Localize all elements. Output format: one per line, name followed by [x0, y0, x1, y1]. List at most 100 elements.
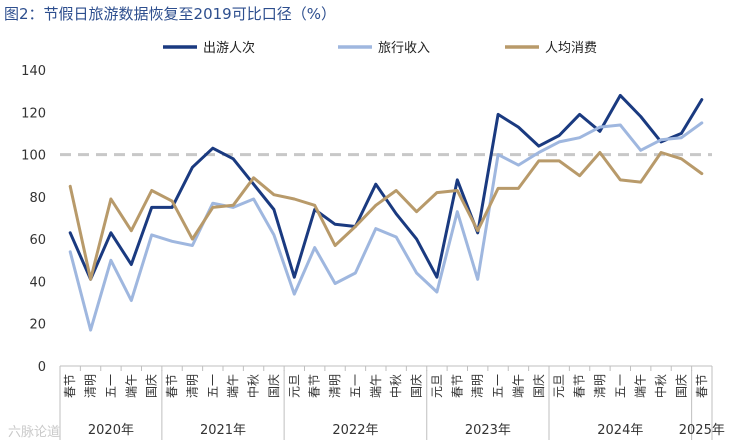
data-point	[68, 185, 72, 188]
data-point	[150, 189, 153, 192]
data-point	[68, 250, 72, 254]
data-point	[680, 136, 683, 139]
data-point	[435, 191, 439, 194]
legend: 出游人次 旅行收入 人均消费	[163, 40, 597, 56]
data-point	[191, 244, 194, 247]
data-point	[598, 125, 602, 129]
data-point	[333, 282, 337, 285]
data-point	[333, 244, 337, 247]
data-point	[252, 197, 255, 201]
x-tick-label: 五一	[613, 374, 627, 398]
x-tick-label: 春节	[450, 374, 464, 398]
x-tick-label: 端午	[634, 374, 648, 398]
y-tick-label: 100	[21, 149, 46, 164]
x-tick-label: 五一	[348, 374, 362, 398]
data-point	[496, 187, 500, 190]
y-tick-label: 140	[21, 64, 46, 79]
data-point	[476, 278, 479, 281]
x-tick-label: 春节	[308, 374, 322, 398]
data-point	[170, 240, 174, 243]
data-point	[231, 204, 235, 207]
y-tick-label: 60	[29, 233, 46, 248]
data-point	[619, 178, 622, 182]
y-tick-label: 120	[21, 106, 46, 121]
data-point	[354, 225, 357, 228]
x-tick-label: 国庆	[267, 374, 281, 398]
data-point	[680, 157, 683, 160]
year-label: 2023年	[465, 423, 511, 438]
data-point	[272, 208, 276, 211]
data-point	[130, 229, 133, 232]
data-point	[109, 259, 113, 262]
data-point	[89, 328, 92, 332]
series-layer	[68, 93, 704, 332]
year-label: 2021年	[200, 423, 246, 438]
data-point	[293, 276, 296, 279]
x-tick-label: 中秋	[653, 374, 668, 398]
x-tick-label: 端午	[511, 374, 525, 398]
x-tick-label: 国庆	[145, 374, 159, 398]
data-point	[272, 193, 276, 196]
data-point	[191, 237, 194, 241]
x-tick-label: 清明	[328, 374, 342, 398]
data-point	[598, 151, 602, 154]
data-point	[578, 136, 581, 139]
data-point	[293, 197, 296, 201]
data-point	[374, 182, 378, 186]
x-tick-label: 清明	[84, 374, 98, 398]
data-point	[456, 210, 459, 213]
data-point	[354, 271, 357, 275]
x-tick-label: 五一	[491, 374, 505, 398]
legend-entry: 出游人次	[203, 40, 255, 56]
x-tick-label: 春节	[695, 374, 709, 398]
data-point	[130, 299, 133, 302]
data-point	[557, 159, 561, 163]
data-point	[374, 227, 378, 230]
data-point	[700, 98, 704, 101]
x-tick-label: 端午	[124, 374, 138, 398]
x-tick-label: 五一	[104, 374, 118, 398]
data-point	[415, 210, 418, 213]
data-point	[639, 180, 642, 184]
data-point	[313, 246, 316, 249]
year-label: 2022年	[332, 423, 378, 438]
data-point	[191, 166, 194, 169]
data-point	[415, 237, 418, 241]
data-point	[537, 159, 541, 163]
data-point	[394, 235, 398, 239]
data-point	[211, 206, 215, 209]
data-point	[578, 113, 581, 116]
y-tick-label: 40	[29, 275, 46, 290]
data-point	[517, 125, 520, 129]
data-point	[476, 231, 479, 234]
x-tick-label: 清明	[593, 374, 607, 398]
data-point	[496, 113, 500, 116]
series-line-3	[68, 151, 704, 281]
data-point	[252, 176, 255, 180]
data-point	[130, 263, 133, 266]
series-line-1	[68, 93, 704, 281]
data-point	[293, 292, 296, 296]
data-point	[89, 278, 92, 281]
watermark-text: 六脉论道	[8, 425, 61, 440]
x-tick-label: 清明	[471, 374, 485, 398]
x-tick-label: 元旦	[552, 374, 566, 398]
data-point	[170, 199, 174, 203]
data-point	[211, 202, 215, 205]
data-point	[231, 157, 235, 160]
x-tick-label: 国庆	[532, 374, 546, 398]
data-point	[150, 233, 153, 237]
data-point	[578, 174, 581, 177]
data-point	[619, 94, 622, 97]
data-point	[394, 212, 398, 215]
data-point	[680, 132, 683, 135]
data-point	[150, 206, 153, 209]
data-point	[639, 149, 642, 152]
data-point	[700, 121, 704, 125]
data-point	[537, 144, 541, 148]
data-point	[68, 231, 72, 234]
x-tick-label: 春节	[573, 374, 587, 398]
data-point	[639, 115, 642, 118]
